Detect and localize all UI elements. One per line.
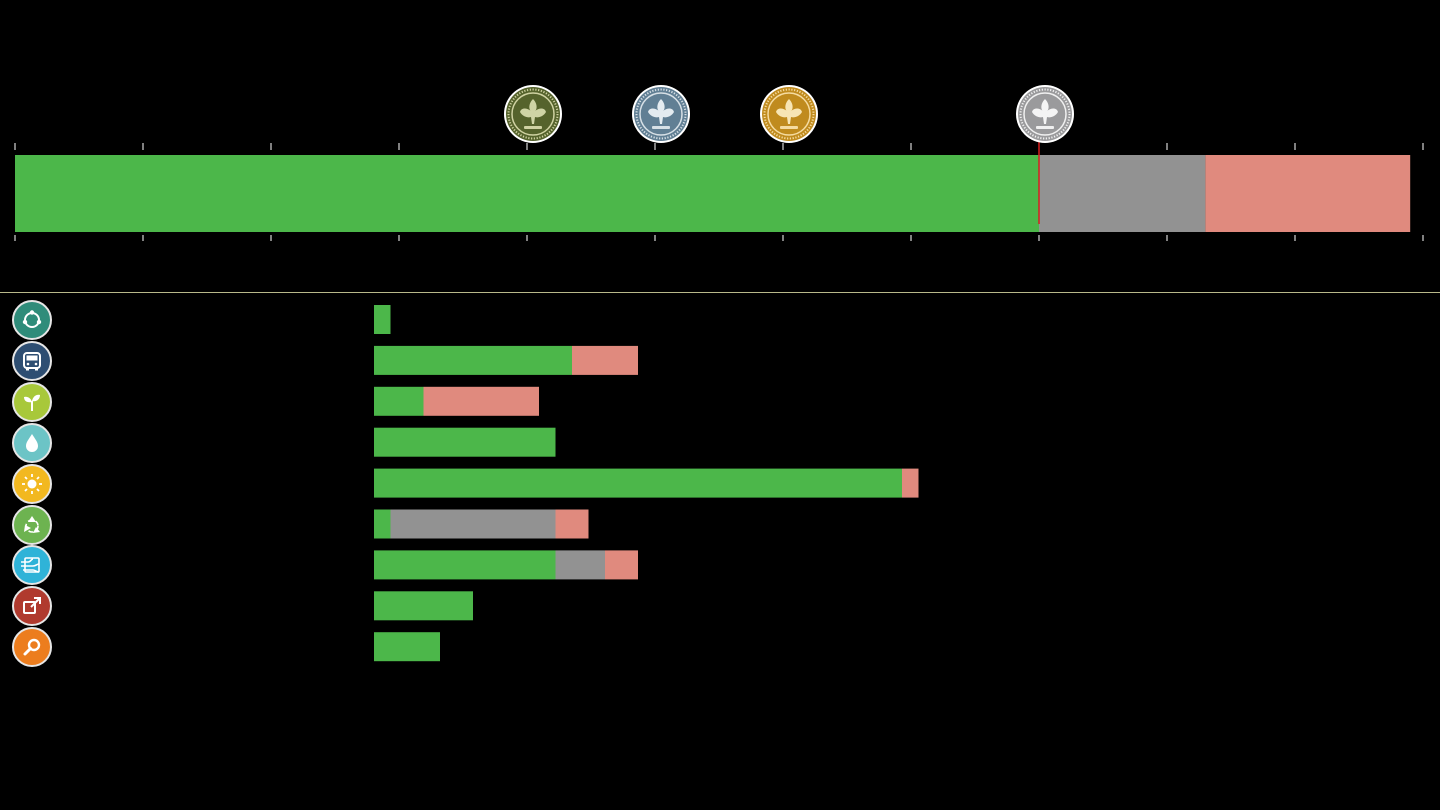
bar-sustainable-sites-achieved <box>374 386 424 416</box>
bar-water-efficiency-achieved <box>374 427 556 457</box>
sun-icon <box>12 463 52 504</box>
bar-regional-priority-achieved <box>374 632 440 662</box>
overall-bar-denied <box>1205 155 1411 232</box>
innovation-arrow-icon <box>12 586 52 627</box>
bar-indoor-environmental-quality-achieved <box>374 550 556 580</box>
overall-bar-pending <box>1039 155 1206 232</box>
bar-indoor-environmental-quality-denied <box>605 550 638 580</box>
bar-sustainable-sites-denied <box>423 386 539 416</box>
bar-materials-resources-pending <box>390 509 556 539</box>
air-flow-icon <box>12 545 52 586</box>
bar-indoor-environmental-quality-pending <box>555 550 605 580</box>
leed-certified-seal-icon <box>504 85 562 143</box>
bus-icon <box>12 340 52 381</box>
bar-location-transportation-achieved <box>374 345 572 375</box>
section-divider <box>0 292 1440 293</box>
bar-innovation-achieved <box>374 591 473 621</box>
bar-energy-atmosphere-achieved <box>374 468 902 498</box>
category-score-chart <box>374 305 919 662</box>
bar-location-transportation-denied <box>572 345 638 375</box>
leed-platinum-seal-icon <box>1016 85 1074 143</box>
overall-bar-achieved <box>15 155 1039 232</box>
bar-integrative-process-achieved <box>374 305 391 334</box>
bar-materials-resources-denied <box>555 509 589 539</box>
overall-score-chart <box>14 85 1424 241</box>
magnifier-icon <box>12 627 52 668</box>
leed-gold-seal-icon <box>760 85 818 143</box>
water-drop-icon <box>12 422 52 463</box>
integrative-process-icon <box>12 300 52 340</box>
sprout-icon <box>12 381 52 422</box>
bar-energy-atmosphere-denied <box>902 468 919 498</box>
recycle-icon <box>12 504 52 545</box>
bar-materials-resources-achieved <box>374 509 391 539</box>
leed-silver-seal-icon <box>632 85 690 143</box>
